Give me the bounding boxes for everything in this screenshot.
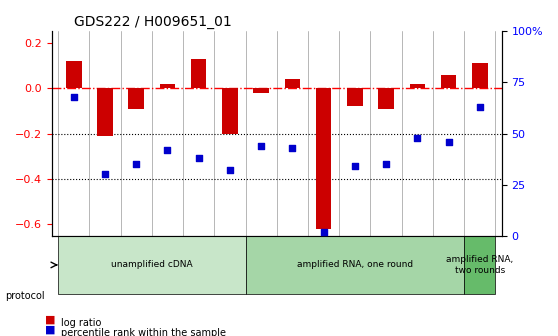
Point xyxy=(475,104,484,110)
Text: log ratio: log ratio xyxy=(61,318,102,328)
Text: amplified RNA, one round: amplified RNA, one round xyxy=(297,260,413,269)
Text: GDS222 / H009651_01: GDS222 / H009651_01 xyxy=(74,15,232,29)
Text: percentile rank within the sample: percentile rank within the sample xyxy=(61,328,227,336)
Point xyxy=(225,168,234,173)
Point xyxy=(69,94,78,99)
Point xyxy=(288,145,297,151)
Bar xyxy=(441,75,456,88)
Point xyxy=(382,162,391,167)
Point xyxy=(100,172,109,177)
Bar xyxy=(191,59,206,88)
Text: protocol: protocol xyxy=(6,291,45,301)
Point xyxy=(194,156,203,161)
Point xyxy=(319,229,328,234)
Bar xyxy=(66,61,81,88)
Point xyxy=(132,162,141,167)
Point xyxy=(413,135,422,140)
Text: amplified RNA,
two rounds: amplified RNA, two rounds xyxy=(446,255,513,275)
FancyBboxPatch shape xyxy=(246,236,464,294)
Bar xyxy=(128,88,144,109)
Point xyxy=(163,147,172,153)
FancyBboxPatch shape xyxy=(464,236,496,294)
Text: ■: ■ xyxy=(45,325,55,335)
Bar xyxy=(97,88,113,136)
Bar xyxy=(472,63,488,88)
Text: ■: ■ xyxy=(45,314,55,325)
Point xyxy=(444,139,453,144)
Text: unamplified cDNA: unamplified cDNA xyxy=(111,260,193,269)
Point xyxy=(257,143,266,149)
Bar xyxy=(253,88,269,93)
FancyBboxPatch shape xyxy=(58,236,246,294)
Bar xyxy=(410,84,425,88)
Bar xyxy=(160,84,175,88)
Bar xyxy=(378,88,394,109)
Point xyxy=(350,164,359,169)
Bar xyxy=(316,88,331,229)
Bar xyxy=(222,88,238,134)
Bar xyxy=(347,88,363,106)
Bar xyxy=(285,79,300,88)
